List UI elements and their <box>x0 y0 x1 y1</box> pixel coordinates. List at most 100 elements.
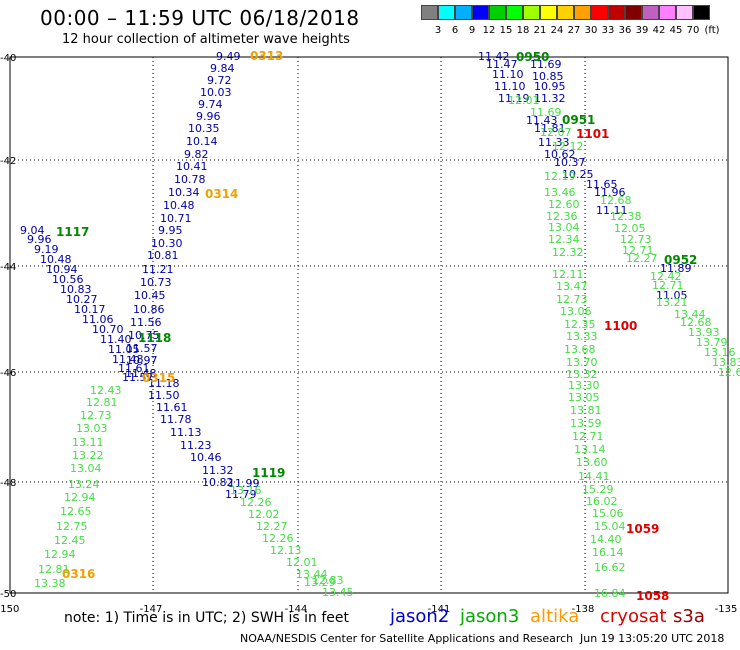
y-tick-label: -40 <box>0 53 16 64</box>
scale-swatch <box>591 5 608 20</box>
swh-value: 11.69 <box>530 106 562 119</box>
swh-value: 13.44 <box>674 308 706 321</box>
swh-value: 13.05 <box>568 391 600 404</box>
scale-label: 39 <box>635 25 649 36</box>
swh-value: 12.42 <box>650 270 682 283</box>
swh-value: 11.33 <box>538 136 570 149</box>
scale-swatch <box>489 5 506 20</box>
swh-value: 10.37 <box>554 156 586 169</box>
scale-label: 36 <box>618 25 632 36</box>
swh-value: 12.94 <box>64 491 96 504</box>
swh-value: 12.27 <box>626 252 658 265</box>
scale-label: 27 <box>567 25 581 36</box>
swh-value: 13.30 <box>568 379 600 392</box>
swh-value: 10.03 <box>200 86 232 99</box>
scale-label: 3 <box>434 25 442 36</box>
swh-value: 10.48 <box>40 253 72 266</box>
swh-value: 11.78 <box>160 413 192 426</box>
y-tick-label: -46 <box>0 368 16 379</box>
swh-value: 12.38 <box>610 210 642 223</box>
swh-value: 12.73 <box>556 293 588 306</box>
swh-value: 12.71 <box>652 279 684 292</box>
swh-value: 9.96 <box>196 110 221 123</box>
x-tick-label: -147 <box>140 604 163 615</box>
legend-altika: altika <box>530 606 580 627</box>
swh-value: 9.96 <box>27 233 52 246</box>
pass-time-label: 1100 <box>604 319 637 333</box>
swh-value: 13.21 <box>656 296 688 309</box>
swh-value: 10.41 <box>176 160 208 173</box>
swh-value: 11.19 <box>498 92 530 105</box>
swh-value: 12.13 <box>270 544 302 557</box>
x-tick-label: -141 <box>428 604 451 615</box>
swh-value: 9.19 <box>34 243 59 256</box>
swh-value: 9.04 <box>20 224 45 237</box>
swh-value: 12.12 <box>552 140 584 153</box>
swh-value: 10.81 <box>147 249 179 262</box>
swh-value: 11.57 <box>122 371 154 384</box>
footer-timestamp: Jun 19 13:05:20 UTC 2018 <box>580 632 725 645</box>
y-tick-label: -50 <box>0 589 16 600</box>
pass-time-label: 0315 <box>142 371 175 385</box>
swh-value: 12.36 <box>546 210 578 223</box>
swh-value: 13.38 <box>34 577 66 590</box>
swh-value: 9.82 <box>184 148 209 161</box>
swh-value: 10.27 <box>66 293 98 306</box>
pass-time-label: 0952 <box>664 253 697 267</box>
swh-value: 11.32 <box>534 92 566 105</box>
swh-value: 13.81 <box>570 404 602 417</box>
swh-value: 12.26 <box>240 496 272 509</box>
swh-value: 10.56 <box>52 273 84 286</box>
swh-value: 10.85 <box>532 70 564 83</box>
x-tick-label: -144 <box>285 604 308 615</box>
swh-value: 12.73 <box>80 409 112 422</box>
swh-value: 11.65 <box>586 178 618 191</box>
swh-value: 12.68 <box>600 194 632 207</box>
swh-value: 11.69 <box>530 58 562 71</box>
swh-value: 11.32 <box>202 464 234 477</box>
swh-value: 12.75 <box>56 520 88 533</box>
swh-value: 15.29 <box>582 483 614 496</box>
swh-value: 9.49 <box>216 50 241 63</box>
swh-value: 13.22 <box>72 449 104 462</box>
swh-value: 12.02 <box>248 508 280 521</box>
swh-value: 11.89 <box>660 262 692 275</box>
swh-value: 12.6 <box>718 366 740 379</box>
swh-value: 13.14 <box>574 443 606 456</box>
scale-swatch <box>557 5 574 20</box>
swh-value: 11.57 <box>126 342 158 355</box>
swh-value: 13.24 <box>68 478 100 491</box>
swh-value: 11.61 <box>118 362 150 375</box>
swh-value: 13.29 <box>304 576 336 589</box>
swh-value: 13.79 <box>696 336 728 349</box>
legend-jason2: jason2 <box>390 606 450 627</box>
swh-value: 15.06 <box>592 507 624 520</box>
swh-value: 10.48 <box>163 199 195 212</box>
swh-value: 9.74 <box>198 98 223 111</box>
swh-value: 10.86 <box>133 303 165 316</box>
scale-swatch <box>438 5 455 20</box>
swh-value: 10.71 <box>160 212 192 225</box>
swh-value: 10.25 <box>562 168 594 181</box>
scale-swatch <box>659 5 676 20</box>
swh-value: 11.99 <box>228 477 260 490</box>
scale-label: 15 <box>499 25 513 36</box>
pass-time-label: 0950 <box>516 50 549 64</box>
scale-swatch <box>676 5 693 20</box>
scale-label: 21 <box>533 25 547 36</box>
swh-value: 12.68 <box>680 316 712 329</box>
swh-value: 10.34 <box>168 186 200 199</box>
scale-label: 6 <box>451 25 459 36</box>
swh-value: 12.45 <box>54 534 86 547</box>
swh-value: 9.84 <box>210 62 235 75</box>
scale-swatch <box>506 5 523 20</box>
scale-swatch <box>540 5 557 20</box>
swh-value: 13.32 <box>566 368 598 381</box>
x-tick-label: -135 <box>715 604 738 615</box>
swh-value: 16.84 <box>594 587 626 600</box>
swh-value: 10.95 <box>534 80 566 93</box>
pass-time-label: 1119 <box>252 466 285 480</box>
swh-value: 10.35 <box>188 122 220 135</box>
swh-value: 13.44 <box>296 568 328 581</box>
